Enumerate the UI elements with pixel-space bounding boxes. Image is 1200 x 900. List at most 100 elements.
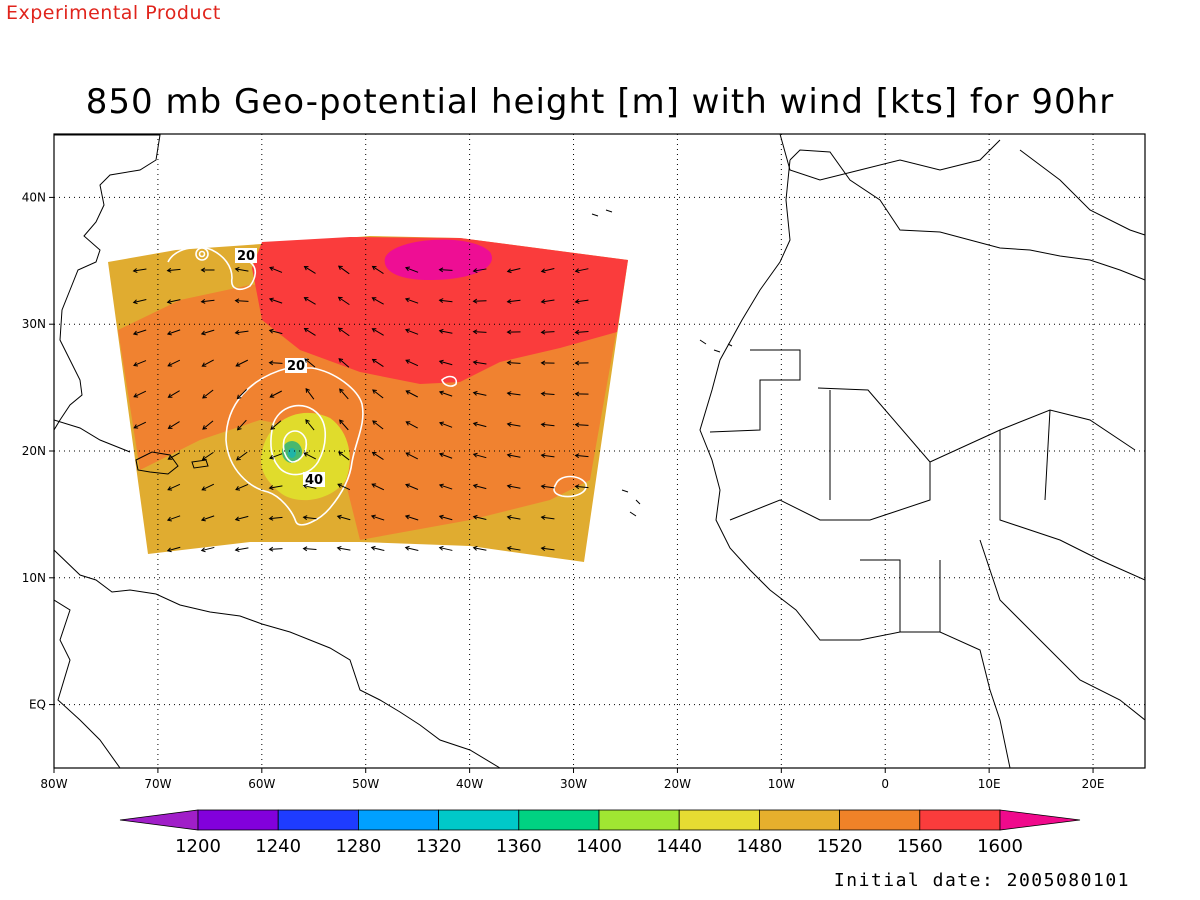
wind-arrow [235, 359, 249, 367]
europe-south-coast [779, 134, 1145, 236]
wind-arrow [133, 360, 147, 367]
wind-arrow [405, 328, 419, 335]
wind-arrow [234, 266, 249, 272]
wind-arrow [167, 483, 181, 491]
wind-arrow [371, 297, 384, 305]
lon-label: 70W [144, 777, 171, 791]
wind-arrow [269, 453, 283, 460]
wind-arrow [268, 515, 283, 521]
wind-arrow [270, 420, 282, 430]
wind-arrow [574, 391, 589, 397]
wind-arrow [166, 267, 181, 273]
wind-arrow [269, 266, 283, 273]
wind-arrow [438, 328, 453, 334]
wind-arrow [339, 419, 349, 431]
lon-label: 10E [978, 777, 1001, 791]
lon-label: 50W [352, 777, 379, 791]
wind-arrow [506, 360, 521, 366]
wind-arrow [200, 515, 215, 522]
wind-arrow [234, 329, 249, 335]
lon-label: 10W [768, 777, 795, 791]
colorbar-swatch [357, 809, 439, 831]
wind-arrow [132, 268, 147, 273]
wind-arrow [506, 422, 521, 427]
wind-arrow [404, 514, 419, 521]
wind-arrow [540, 299, 555, 304]
wind-arrow [405, 421, 418, 429]
height-field [108, 236, 628, 562]
wind-arrow [268, 360, 283, 366]
wind-arrow [167, 452, 180, 460]
wind-arrow [404, 545, 419, 552]
wind-arrow [234, 298, 249, 304]
wind-arrow [167, 359, 181, 367]
wind-arrow [370, 545, 385, 551]
gulf-coast [54, 549, 501, 768]
wind-arrow [336, 514, 351, 521]
height-band-low-core [288, 448, 296, 458]
wind-arrow [506, 268, 521, 274]
wind-vectors [132, 265, 589, 553]
wind-arrow [371, 451, 384, 460]
wind-arrow [268, 485, 283, 490]
wind-arrow [371, 358, 384, 368]
africa-west-coast [699, 149, 1145, 768]
north-america-coast [54, 134, 161, 431]
lat-label: 40N [22, 190, 46, 204]
wind-arrow [472, 298, 487, 304]
colorbar-label: 1560 [897, 836, 943, 857]
colorbar-label: 1280 [335, 836, 381, 857]
latitude-labels: 40N 30N 20N 10N EQ [22, 190, 54, 712]
wind-arrow [339, 388, 349, 400]
wind-arrow [506, 514, 521, 520]
wind-arrow [506, 483, 521, 489]
wind-arrow [574, 299, 589, 304]
colorbar-swatch [197, 809, 279, 831]
wind-arrow [438, 359, 453, 366]
wind-arrow [166, 546, 181, 553]
colorbar-swatch [839, 809, 921, 831]
wind-arrow [370, 514, 385, 521]
wind-arrow [540, 391, 555, 397]
wind-arrow [472, 268, 487, 273]
wind-arrow [201, 451, 214, 461]
lon-label: 80W [40, 777, 67, 791]
wind-arrow [200, 546, 215, 553]
wind-arrow [337, 327, 350, 337]
colorbar-label: 1200 [175, 836, 221, 857]
wind-arrow [506, 329, 521, 335]
wind-arrow [405, 452, 419, 460]
wind-arrow [336, 545, 351, 551]
wind-arrow [438, 267, 453, 273]
wind-arrow [438, 452, 453, 459]
wind-arrow [472, 390, 487, 396]
wind-arrow [372, 420, 384, 430]
wind-arrow [574, 422, 589, 428]
wind-arrow [405, 483, 419, 490]
isotach-north-center [195, 247, 209, 261]
colorbar-swatch [759, 809, 841, 831]
wind-arrow [506, 546, 521, 551]
isotach-north-center-inner [198, 250, 206, 258]
wind-arrow [540, 268, 555, 274]
wind-arrow [269, 390, 282, 398]
puerto-rico [191, 459, 209, 469]
wind-arrow [303, 297, 316, 305]
wind-arrow [200, 329, 215, 336]
lon-label: 60W [248, 777, 275, 791]
isotach-label-box [285, 358, 307, 373]
wind-arrow [506, 452, 521, 458]
isotach-label-box [303, 472, 325, 487]
wind-arrow [236, 389, 247, 400]
wind-arrow [303, 327, 316, 336]
wind-arrow [166, 299, 181, 305]
wind-arrow [302, 515, 317, 521]
wind-arrow [166, 329, 181, 336]
gulf-of-guinea-borders [860, 539, 1145, 721]
wind-arrow [305, 387, 315, 400]
isotach-60 [282, 430, 308, 463]
wind-arrow [372, 389, 384, 399]
cuba [54, 419, 131, 453]
wind-arrow [574, 329, 589, 335]
